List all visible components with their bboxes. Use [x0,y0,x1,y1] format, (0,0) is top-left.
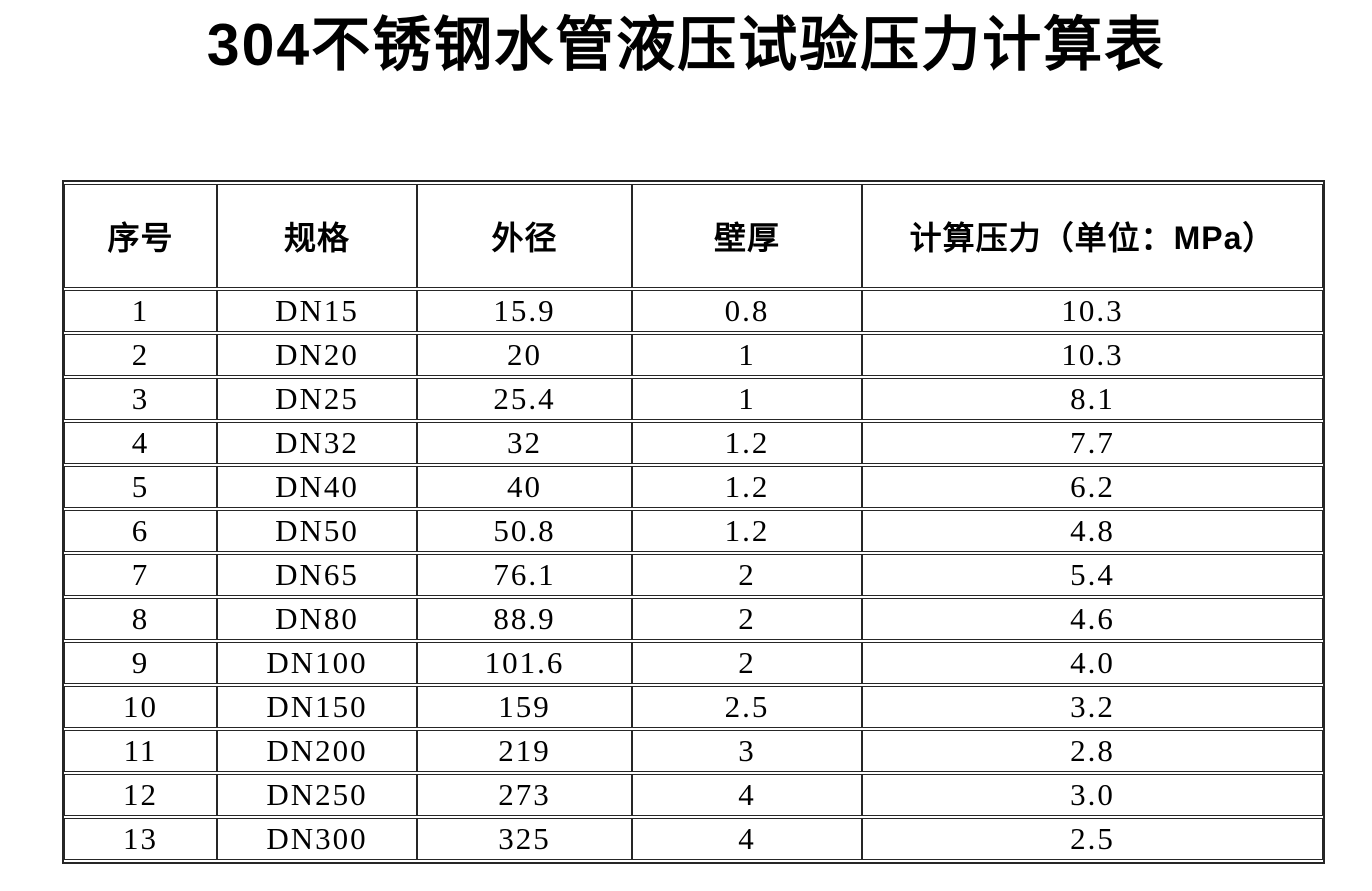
table-cell-spec: DN40 [217,465,417,508]
table-cell-pressure: 6.2 [862,465,1323,508]
table-cell-seq: 5 [64,465,217,508]
table-row: 10 DN150 159 2.5 3.2 [64,685,1323,728]
header-cell-od: 外径 [417,183,632,288]
table-cell-wall: 2 [632,553,862,596]
table-cell-wall: 1 [632,377,862,420]
table-cell-spec: DN80 [217,597,417,640]
table-cell-od: 325 [417,817,632,860]
table-cell-od: 273 [417,773,632,816]
table-cell-pressure: 8.1 [862,377,1323,420]
table-cell-seq: 12 [64,773,217,816]
table-cell-pressure: 10.3 [862,333,1323,376]
table-cell-spec: DN32 [217,421,417,464]
table-row: 9 DN100 101.6 2 4.0 [64,641,1323,684]
table-cell-seq: 6 [64,509,217,552]
table-row: 2 DN20 20 1 10.3 [64,333,1323,376]
table-cell-wall: 2 [632,597,862,640]
header-cell-wall: 壁厚 [632,183,862,288]
table-cell-spec: DN200 [217,729,417,772]
table-cell-pressure: 4.0 [862,641,1323,684]
table-cell-pressure: 10.3 [862,289,1323,332]
table-cell-od: 219 [417,729,632,772]
table-cell-seq: 9 [64,641,217,684]
table-cell-od: 25.4 [417,377,632,420]
table-cell-od: 20 [417,333,632,376]
table-cell-wall: 1.2 [632,465,862,508]
table-cell-wall: 1.2 [632,421,862,464]
table-row: 8 DN80 88.9 2 4.6 [64,597,1323,640]
table-row: 6 DN50 50.8 1.2 4.8 [64,509,1323,552]
table-cell-od: 15.9 [417,289,632,332]
table-cell-spec: DN65 [217,553,417,596]
table-cell-spec: DN150 [217,685,417,728]
table-cell-spec: DN50 [217,509,417,552]
table-header-row: 序号 规格 外径 壁厚 计算压力（单位：MPa） [64,183,1323,288]
table-cell-wall: 2 [632,641,862,684]
header-cell-pressure: 计算压力（单位：MPa） [862,183,1323,288]
table-row: 1 DN15 15.9 0.8 10.3 [64,289,1323,332]
table-cell-wall: 1 [632,333,862,376]
header-cell-seq: 序号 [64,183,217,288]
table-cell-seq: 1 [64,289,217,332]
table-cell-seq: 7 [64,553,217,596]
table-cell-seq: 2 [64,333,217,376]
table-cell-od: 50.8 [417,509,632,552]
table-cell-pressure: 2.5 [862,817,1323,860]
table-cell-pressure: 2.8 [862,729,1323,772]
table-row: 11 DN200 219 3 2.8 [64,729,1323,772]
table-cell-od: 88.9 [417,597,632,640]
table-cell-seq: 4 [64,421,217,464]
table-cell-spec: DN25 [217,377,417,420]
table-cell-wall: 3 [632,729,862,772]
table-cell-spec: DN20 [217,333,417,376]
table-cell-pressure: 4.6 [862,597,1323,640]
table-cell-seq: 10 [64,685,217,728]
table-cell-wall: 4 [632,817,862,860]
table-row: 3 DN25 25.4 1 8.1 [64,377,1323,420]
table-cell-od: 159 [417,685,632,728]
table-row: 13 DN300 325 4 2.5 [64,817,1323,860]
table-cell-wall: 2.5 [632,685,862,728]
table-cell-od: 40 [417,465,632,508]
table-cell-pressure: 3.0 [862,773,1323,816]
table-cell-pressure: 5.4 [862,553,1323,596]
table-cell-wall: 1.2 [632,509,862,552]
table-cell-spec: DN300 [217,817,417,860]
table-cell-pressure: 7.7 [862,421,1323,464]
table-cell-od: 76.1 [417,553,632,596]
table-cell-seq: 8 [64,597,217,640]
table-cell-spec: DN250 [217,773,417,816]
table-row: 12 DN250 273 4 3.0 [64,773,1323,816]
table-row: 7 DN65 76.1 2 5.4 [64,553,1323,596]
header-cell-spec: 规格 [217,183,417,288]
table-cell-wall: 0.8 [632,289,862,332]
pressure-calc-table: 序号 规格 外径 壁厚 计算压力（单位：MPa） 1 DN15 15.9 0.8… [62,179,1325,864]
table-row: 5 DN40 40 1.2 6.2 [64,465,1323,508]
table-cell-seq: 11 [64,729,217,772]
table-cell-seq: 13 [64,817,217,860]
table-cell-wall: 4 [632,773,862,816]
table-cell-od: 101.6 [417,641,632,684]
table-cell-spec: DN15 [217,289,417,332]
table-cell-od: 32 [417,421,632,464]
table-row: 4 DN32 32 1.2 7.7 [64,421,1323,464]
table-cell-pressure: 3.2 [862,685,1323,728]
table-cell-pressure: 4.8 [862,509,1323,552]
table-cell-seq: 3 [64,377,217,420]
table-cell-spec: DN100 [217,641,417,684]
page-title: 304不锈钢水管液压试验压力计算表 [206,12,1166,78]
